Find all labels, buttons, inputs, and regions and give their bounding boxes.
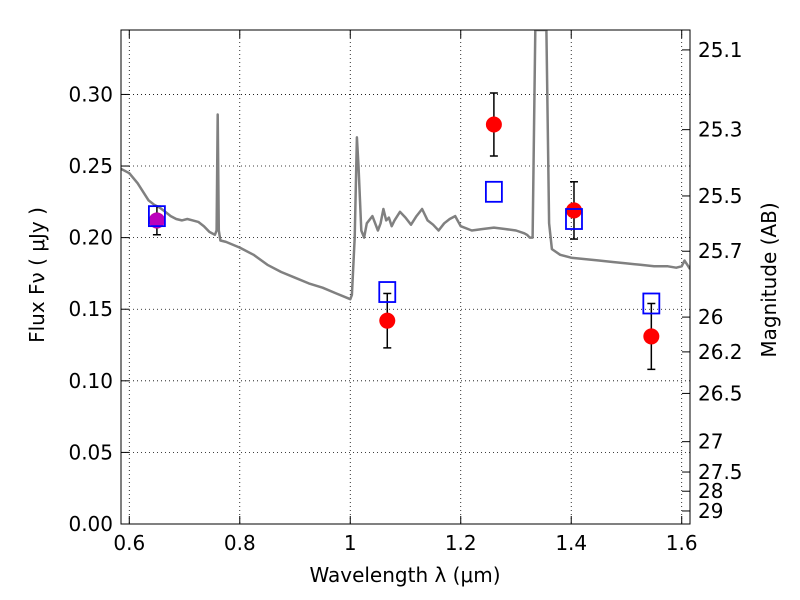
axis-ticks: 0.6 0.8 1 1.2 1.4 1.6 0.00 0.05 0.10 0.15 0.20 0.25… [68,30,743,555]
mag-tick-label: 28 [698,479,723,503]
photometry-points-layer [148,92,661,371]
mag-tick-label: 29 [698,499,723,523]
mag-tick-label: 26 [698,305,723,329]
grid-lines [121,30,690,525]
x-tick-label: 1.4 [555,531,587,555]
mag-tick-label: 25.7 [698,239,743,263]
y-tick-label: 0.00 [68,512,113,536]
observed-point [485,116,502,133]
observed-point [379,312,396,329]
plot-frame [120,29,691,525]
mag-tick-label: 26.2 [698,340,743,364]
x-axis-label: Wavelength λ (μm) [309,563,500,587]
mag-tick-label: 27 [698,430,723,454]
y-axis-label: Flux Fν ( μJy ) [25,207,49,343]
y-tick-label: 0.20 [68,226,113,250]
y-tick-label: 0.30 [68,82,113,106]
y-tick-label: 0.25 [68,154,113,178]
y-tick-label: 0.15 [68,297,113,321]
x-tick-label: 0.8 [224,531,256,555]
x-tick-label: 1.6 [666,531,698,555]
model-square [148,205,166,228]
model-square [642,292,661,315]
mag-tick-label: 25.1 [698,38,743,62]
model-square [378,281,397,303]
highlight-point [148,212,165,229]
right-axis-label: Magnitude (AB) [757,202,781,357]
observed-point [643,328,660,345]
mag-tick-label: 25.5 [698,184,743,208]
model-square [484,180,503,203]
x-tick-label: 1.2 [445,531,477,555]
mag-tick-label: 27.5 [698,460,743,484]
model-sed-curve [121,30,690,301]
observed-point [565,202,582,219]
y-tick-label: 0.10 [68,369,113,393]
model-square [565,208,583,230]
mag-tick-label: 25.3 [698,118,743,142]
y-tick-label: 0.05 [68,440,113,464]
model-sed-layer [121,30,690,301]
x-tick-label: 0.6 [113,531,145,555]
x-tick-label: 1 [344,531,357,555]
mag-tick-label: 26.5 [698,381,743,405]
